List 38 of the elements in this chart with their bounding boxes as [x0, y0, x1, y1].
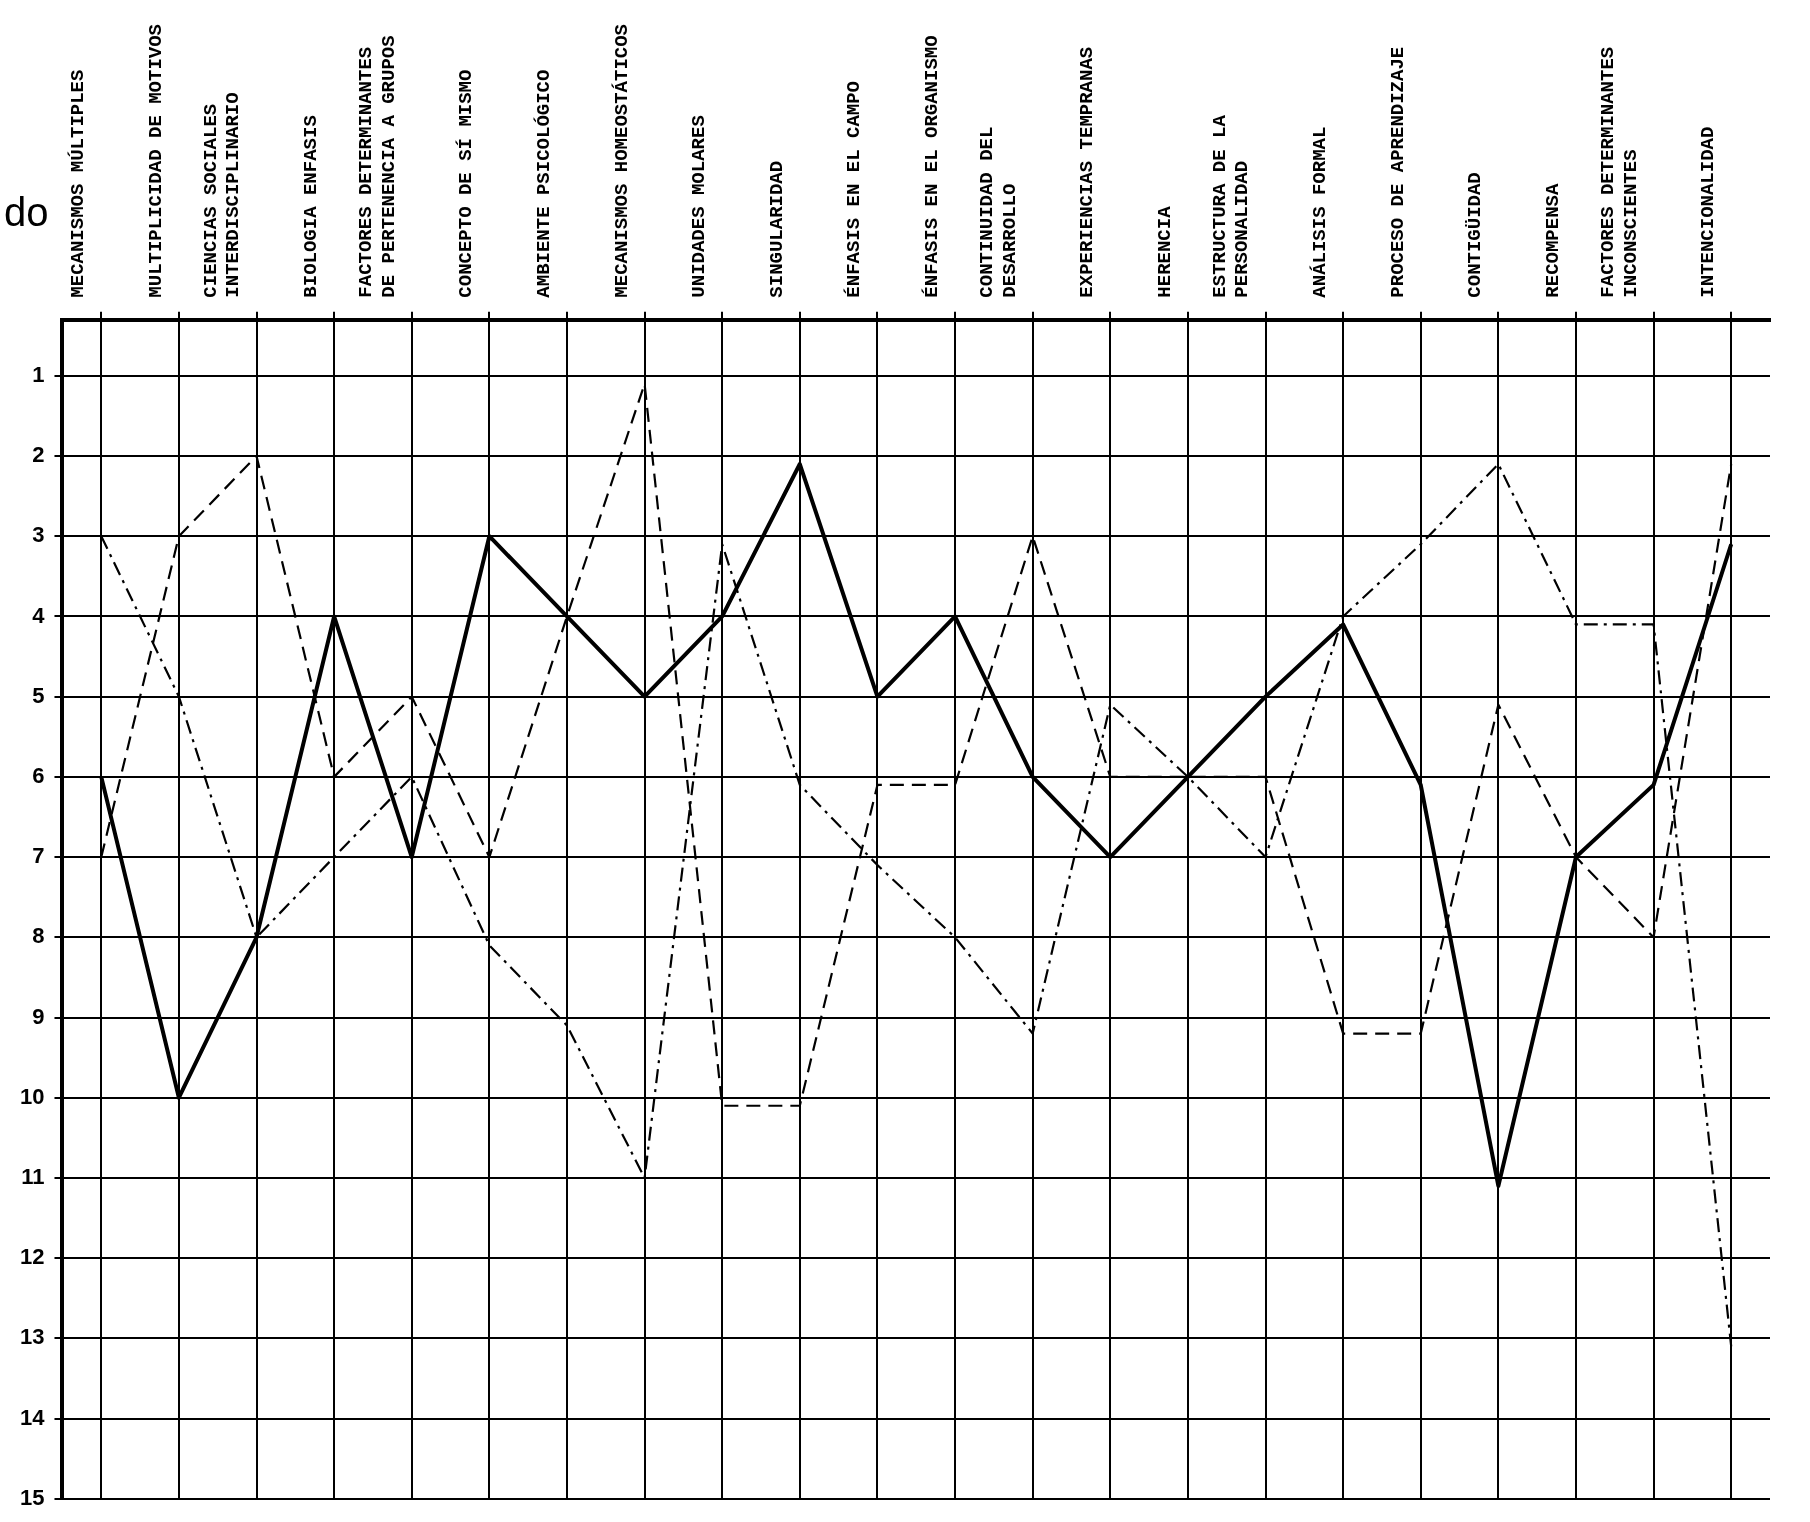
y-tick-label: 10 [19, 1083, 45, 1109]
y-tick-label: 3 [32, 522, 45, 548]
y-tick-label: 12 [19, 1244, 45, 1270]
text: do [4, 190, 49, 235]
y-tick-label: 1 [32, 361, 45, 387]
x-tick-label: MULTIPLICIDAD DE MOTIVOS [144, 23, 167, 298]
x-tick-label: HERENCIA [1153, 205, 1176, 298]
x-tick-label: MECANISMOS HOMEOSTÁTICOS [610, 23, 633, 298]
x-tick-label: CONTINUIDAD DEL DESARROLLO [975, 126, 1021, 298]
x-tick-label: RECOMPENSA [1541, 183, 1564, 298]
x-tick-label: AMBIENTE PSICOLÓGICO [532, 69, 555, 298]
x-tick-label: INTENCIONALIDAD [1697, 126, 1720, 298]
y-tick-label: 9 [32, 1003, 45, 1029]
x-tick-label: ÉNFASIS EN EL ORGANISMO [921, 35, 944, 298]
y-tick-label: 2 [32, 442, 45, 468]
y-tick-label: 13 [19, 1324, 45, 1350]
x-tick-label: ANÁLISIS FORMAL [1309, 126, 1332, 298]
x-tick-label: EXPERIENCIAS TEMPRANAS [1076, 46, 1099, 298]
x-tick-label: FACTORES DETERMINANTES INCONSCIENTES [1596, 46, 1642, 298]
x-tick-label: UNIDADES MOLARES [688, 115, 711, 298]
x-tick-label: CIENCIAS SOCIALES INTERDISCIPLINARIO [199, 92, 245, 298]
x-tick-label: FACTORES DETERMINANTES DE PERTENENCIA A GRUPOS [354, 35, 400, 298]
y-tick-label: 8 [32, 923, 45, 949]
x-tick-label: ESTRUCTURA DE LA PERSONALIDAD [1208, 114, 1254, 298]
x-tick-label: BIOLOGIA ENFASIS [300, 115, 323, 298]
x-tick-label: ÉNFASIS EN EL CAMPO [843, 81, 866, 298]
x-tick-label: CONCEPTO DE SÍ MISMO [455, 69, 478, 298]
y-tick-label: 7 [32, 843, 45, 869]
y-tick-label: 15 [19, 1484, 45, 1510]
x-tick-label: MECANISMOS MÚLTIPLES [67, 69, 90, 298]
y-tick-label: 14 [19, 1404, 46, 1430]
y-tick-label: 11 [21, 1164, 45, 1189]
y-tick-label: 5 [32, 682, 45, 708]
x-tick-label: SINGULARIDAD [765, 160, 788, 298]
y-tick-label: 6 [32, 762, 45, 788]
y-tick-label: 4 [32, 602, 46, 628]
x-tick-label: PROCESO DE APRENDIZAJE [1386, 46, 1409, 298]
x-tick-label: CONTIGÜIDAD [1464, 172, 1487, 298]
